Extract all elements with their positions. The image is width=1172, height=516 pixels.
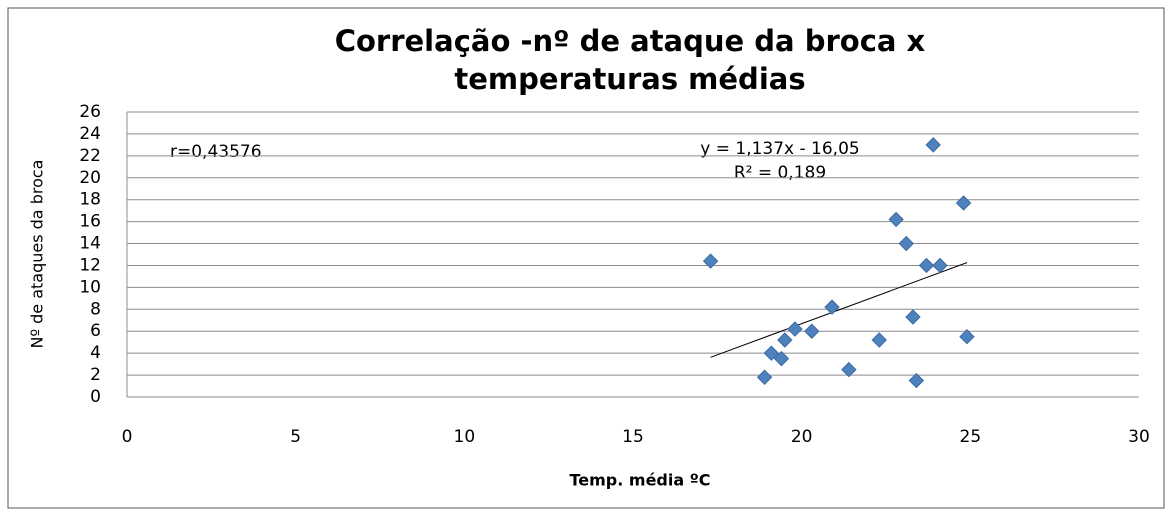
point [756,369,773,385]
x-tick-label: 25 [960,427,982,447]
point [841,361,857,378]
y-tick-label: 24 [79,124,101,144]
y-tick-label: 2 [90,365,101,385]
trend-r2: R² = 0,189 [734,163,826,183]
point [763,345,780,361]
point [888,211,904,228]
point [824,299,840,315]
y-tick-label: 16 [79,212,101,232]
x-tick-label: 0 [122,427,133,447]
point [955,195,972,211]
y-tick-label: 12 [79,255,101,275]
y-tick-label: 8 [90,299,101,319]
annotation: r=0,43576 [170,142,262,162]
x-tick-label: 10 [454,427,476,447]
point [871,332,887,348]
point [702,253,719,269]
y-tick-label: 22 [79,146,101,166]
point [804,323,820,339]
y-tick-label: 6 [90,321,101,341]
point [918,257,935,274]
point [908,372,925,389]
point [773,350,790,367]
y-tick-label: 14 [79,234,101,254]
y-tick-label: 26 [79,102,101,122]
chart-border [7,7,1165,509]
y-tick-label: 10 [79,277,101,297]
x-tick-label: 30 [1128,427,1150,447]
point [777,332,793,348]
x-tick-label: 5 [290,427,301,447]
point [898,235,914,252]
point [959,329,975,345]
x-tick-label: 15 [622,427,644,447]
point [787,321,803,337]
y-tick-label: 4 [90,343,101,363]
y-tick-label: 20 [79,168,101,188]
x-axis-label: Temp. média ºC [569,471,710,490]
y-tick-label: 0 [90,387,101,407]
chart-title: Correlação -nº de ataque da broca x temp… [334,24,926,96]
x-tick-label: 20 [791,427,813,447]
y-axis-label: Nº de ataques da broca [28,160,47,349]
point [925,137,941,153]
point [905,309,921,325]
trendline [710,262,968,358]
trend-equation: y = 1,137x - 16,05 [700,139,859,159]
y-tick-label: 18 [79,190,101,210]
point [932,257,948,274]
